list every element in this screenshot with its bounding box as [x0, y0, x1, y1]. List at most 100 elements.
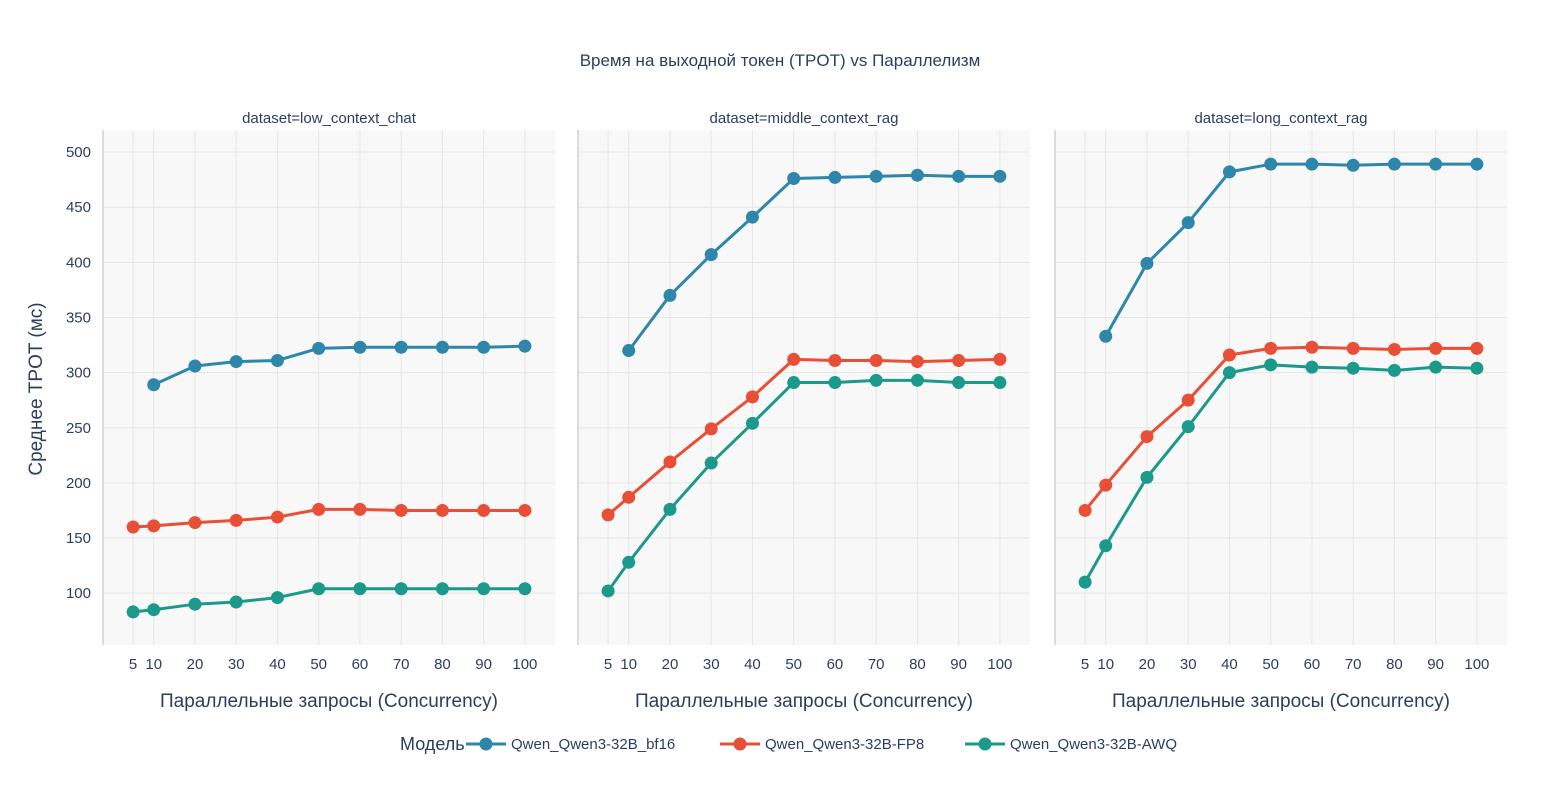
legend-marker: [978, 737, 992, 751]
data-point: [477, 582, 491, 596]
subplot-title: dataset=low_context_chat: [242, 110, 417, 127]
x-tick-label: 30: [1180, 656, 1197, 673]
data-point: [1222, 165, 1236, 179]
legend-marker: [733, 737, 747, 751]
data-point: [1346, 361, 1360, 375]
x-tick-label: 30: [703, 656, 720, 673]
plot-background: [103, 130, 555, 645]
data-point: [1305, 340, 1319, 354]
data-point: [910, 168, 924, 182]
subplot-2: dataset=long_context_rag 5 10 20 30 40 50 60 70 8…: [1054, 110, 1507, 712]
x-tick-label: 50: [310, 656, 327, 673]
data-point: [704, 456, 718, 470]
data-point: [394, 340, 408, 354]
y-tick-label: 500: [66, 144, 91, 161]
subplot-0: dataset=low_context_chat 5 10 20 30 40 50 60 70 8…: [66, 110, 555, 712]
data-point: [435, 582, 449, 596]
data-point: [745, 210, 759, 224]
data-point: [704, 422, 718, 436]
data-point: [270, 353, 284, 367]
x-tick-label: 40: [1221, 656, 1238, 673]
data-point: [993, 169, 1007, 183]
y-tick-label: 150: [66, 530, 91, 547]
legend: Модель Qwen_Qwen3-32B_bf16 Qwen_Qwen3-32B…: [400, 734, 1177, 754]
data-point: [601, 508, 615, 522]
data-point: [993, 376, 1007, 390]
x-tick-label: 60: [352, 656, 369, 673]
data-point: [828, 376, 842, 390]
data-point: [312, 341, 326, 355]
x-tick-label: 70: [868, 656, 885, 673]
data-point: [663, 502, 677, 516]
legend-item[interactable]: Qwen_Qwen3-32B_bf16: [466, 736, 675, 753]
data-point: [394, 503, 408, 517]
data-point: [869, 353, 883, 367]
x-tick-label: 10: [1097, 656, 1114, 673]
data-point: [910, 373, 924, 387]
data-point: [270, 510, 284, 524]
data-point: [394, 582, 408, 596]
x-tick-label: 100: [987, 656, 1012, 673]
x-axis-title: Параллельные запросы (Concurrency): [635, 691, 973, 712]
data-point: [1222, 348, 1236, 362]
x-tick-label: 100: [512, 656, 537, 673]
x-tick-label: 5: [604, 656, 612, 673]
data-point: [1387, 157, 1401, 171]
legend-label: Qwen_Qwen3-32B-FP8: [765, 736, 924, 753]
x-tick-label: 20: [1139, 656, 1156, 673]
data-point: [787, 352, 801, 366]
data-point: [353, 340, 367, 354]
data-point: [188, 359, 202, 373]
x-tick-label: 20: [187, 656, 204, 673]
data-point: [1470, 361, 1484, 375]
data-point: [1222, 366, 1236, 380]
data-point: [828, 170, 842, 184]
data-point: [270, 591, 284, 605]
legend-label: Qwen_Qwen3-32B-AWQ: [1010, 736, 1177, 753]
x-tick-label: 60: [1304, 656, 1321, 673]
data-point: [477, 503, 491, 517]
data-point: [229, 513, 243, 527]
x-tick-label: 100: [1464, 656, 1489, 673]
data-point: [622, 490, 636, 504]
data-point: [704, 248, 718, 262]
legend-item[interactable]: Qwen_Qwen3-32B-AWQ: [965, 736, 1177, 753]
data-point: [1264, 358, 1278, 372]
x-tick-label: 60: [827, 656, 844, 673]
data-point: [1264, 341, 1278, 355]
data-point: [1470, 341, 1484, 355]
data-point: [869, 373, 883, 387]
x-tick-label: 10: [620, 656, 637, 673]
data-point: [435, 340, 449, 354]
data-point: [1387, 363, 1401, 377]
x-tick-label: 80: [909, 656, 926, 673]
data-point: [1181, 420, 1195, 434]
data-point: [952, 353, 966, 367]
legend-label: Qwen_Qwen3-32B_bf16: [511, 736, 675, 753]
data-point: [435, 503, 449, 517]
x-tick-label: 80: [1386, 656, 1403, 673]
x-tick-label: 10: [145, 656, 162, 673]
data-point: [1140, 430, 1154, 444]
data-point: [353, 502, 367, 516]
data-point: [869, 169, 883, 183]
data-point: [1429, 360, 1443, 374]
data-point: [622, 555, 636, 569]
data-point: [1429, 341, 1443, 355]
data-point: [910, 355, 924, 369]
data-point: [126, 605, 140, 619]
data-point: [828, 353, 842, 367]
y-tick-label: 300: [66, 365, 91, 382]
data-point: [663, 455, 677, 469]
subplot-title: dataset=middle_context_rag: [710, 110, 899, 127]
legend-item[interactable]: Qwen_Qwen3-32B-FP8: [720, 736, 924, 753]
data-point: [952, 169, 966, 183]
data-point: [745, 390, 759, 404]
y-tick-label: 200: [66, 475, 91, 492]
data-point: [1099, 478, 1113, 492]
data-point: [1181, 393, 1195, 407]
x-tick-label: 90: [950, 656, 967, 673]
data-point: [622, 344, 636, 358]
y-tick-label: 400: [66, 254, 91, 271]
plot-background: [1055, 130, 1507, 645]
